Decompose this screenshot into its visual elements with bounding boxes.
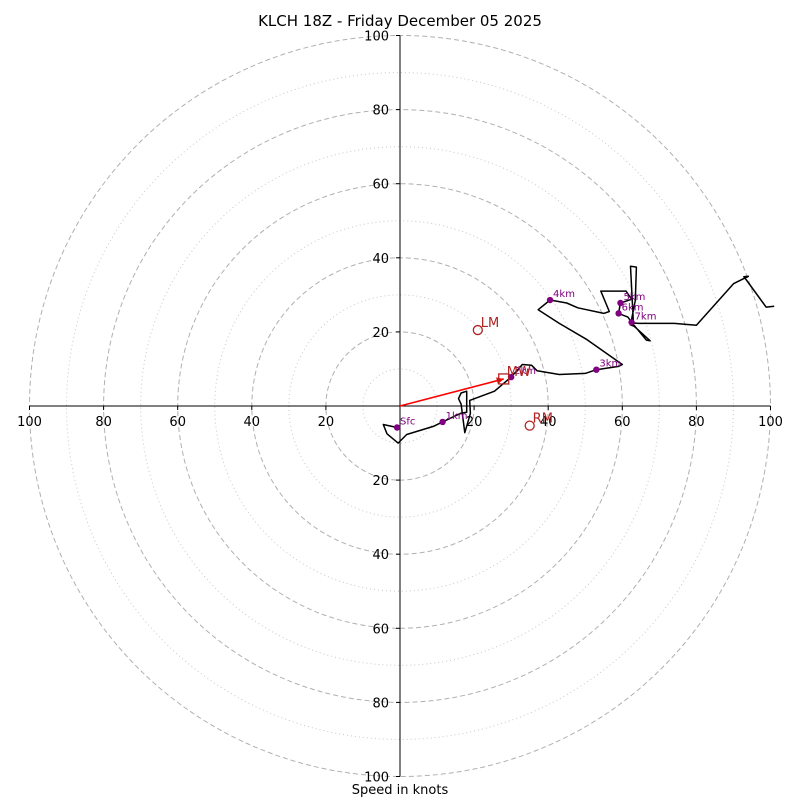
height-marker-label: Sfc [400,416,415,427]
x-tick-label: 20 [466,415,483,430]
x-tick-label: 60 [614,415,631,430]
height-marker-dot [393,424,401,431]
x-tick-label: 40 [244,415,261,430]
x-tick-label: 100 [17,415,42,430]
hodograph-line [382,265,775,444]
shear-vector-arrowhead [496,377,504,385]
height-marker-label: 5km [623,292,645,303]
y-tick-label: 100 [364,771,389,786]
y-tick-label: 60 [372,178,389,193]
storm-motions: LM RM MW [472,316,553,431]
y-tick-label: 80 [372,104,389,119]
x-tick-label: 20 [318,415,335,430]
y-tick-label: 20 [372,326,389,341]
height-marker-label: 6km [622,302,644,313]
mean-wind-marker [498,373,510,385]
x-tick-label: 80 [688,415,705,430]
chart-title: KLCH 18Z - Friday December 05 2025 [258,12,542,30]
x-tick-label: 80 [95,415,112,430]
y-tick-label: 60 [372,622,389,637]
height-marker-dot [615,310,622,317]
y-tick-label: 40 [372,252,389,267]
height-marker-dot [617,299,624,307]
height-marker-label: 7km [635,311,657,322]
height-marker-label: 2km [514,366,536,377]
storm-motion-label: RM [533,412,553,427]
height-marker-dot [628,319,635,326]
storm-motion-marker [524,420,535,431]
shear-vector [399,377,504,407]
x-tick-label: 60 [169,415,186,430]
x-tick-label: 40 [540,415,557,430]
height-marker-label: 1km [446,411,468,422]
axis-ticks: 100 80 60 40 20 20 40 60 80 100 100 80 60 40 20 20 40 60 8… [17,30,783,786]
mean-wind-label: MW [507,365,531,380]
y-tick-label: 20 [372,474,389,489]
height-marker-dot [593,366,600,373]
y-tick-label: 100 [364,30,389,45]
height-marker-dot [507,373,515,381]
storm-motion-label: LM [481,316,499,331]
storm-motion-marker [472,324,483,336]
hodograph-trace [382,265,775,444]
x-tick-label: 100 [758,415,783,430]
y-tick-label: 40 [372,548,389,563]
height-marker-dot [546,296,554,304]
y-tick-label: 80 [372,696,389,711]
height-marker-label: 3km [599,359,621,370]
shear-vector-line [399,378,504,407]
x-axis-label: Speed in knots [351,783,449,798]
height-marker-label: 4km [553,289,575,300]
height-marker-dot [439,418,446,426]
